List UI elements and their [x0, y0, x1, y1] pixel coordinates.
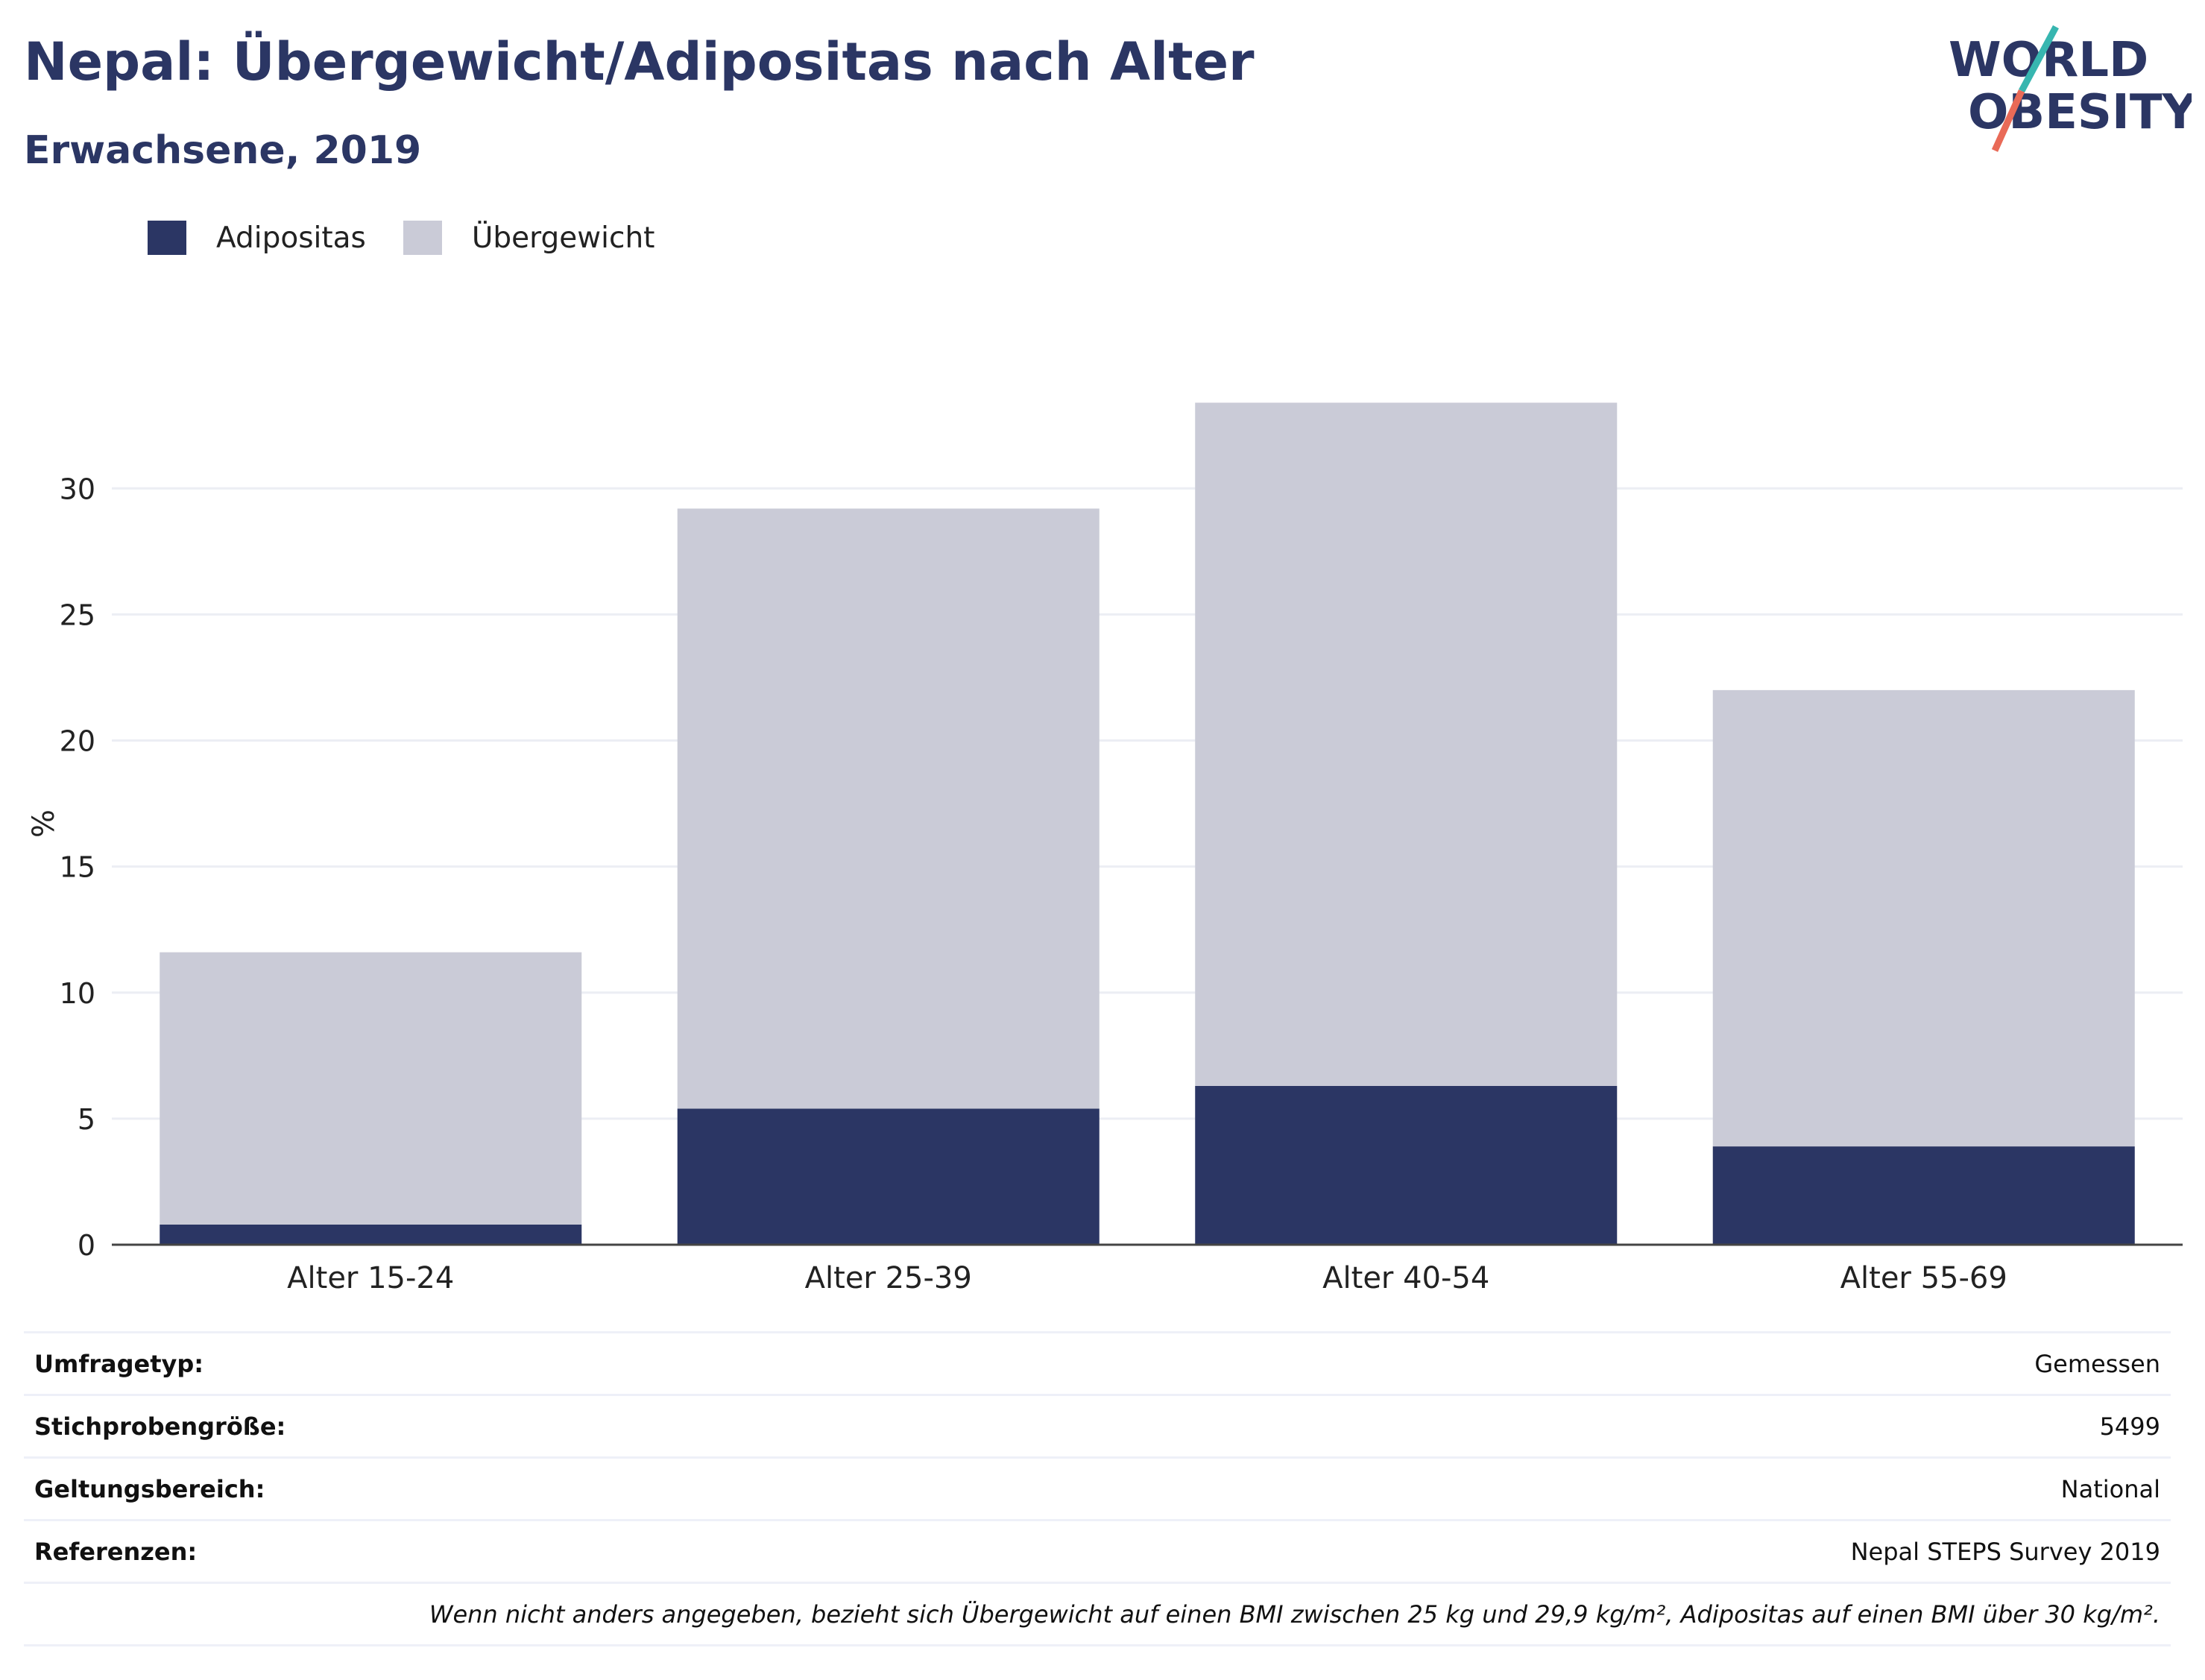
info-key: Umfragetyp:: [24, 1331, 994, 1395]
info-row: Geltungsbereich: National: [24, 1456, 2171, 1520]
info-value: 5499: [993, 1394, 2171, 1458]
y-tick-label: 10: [60, 977, 95, 1010]
x-tick-label: Alter 40-54: [1322, 1261, 1489, 1295]
info-key: Geltungsbereich:: [24, 1456, 994, 1520]
x-tick-label: Alter 25-39: [805, 1261, 972, 1295]
bar-adipositas: [1712, 1146, 2135, 1245]
legend-label-uebergewicht: Übergewicht: [471, 221, 655, 255]
legend-swatch-adipositas: [148, 221, 186, 255]
footnote: Wenn nicht anders angegeben, bezieht sic…: [24, 1582, 2171, 1646]
y-tick-label: 30: [60, 473, 95, 505]
y-tick-label: 15: [60, 851, 95, 884]
info-row: Stichprobengröße: 5499: [24, 1394, 2171, 1458]
info-value: Nepal STEPS Survey 2019: [993, 1519, 2171, 1583]
x-tick-label: Alter 55-69: [1840, 1261, 2007, 1295]
info-key: Stichprobengröße:: [24, 1394, 994, 1458]
legend-swatch-uebergewicht: [403, 221, 442, 255]
info-value: Gemessen: [993, 1331, 2171, 1395]
footnote-row: Wenn nicht anders angegeben, bezieht sic…: [24, 1582, 2171, 1646]
info-value: National: [993, 1456, 2171, 1520]
logo-slash-red: [1991, 89, 2025, 152]
bar-uebergewicht: [1195, 402, 1618, 1086]
y-tick-label: 25: [60, 599, 95, 631]
x-tick-label: Alter 15-24: [287, 1261, 454, 1295]
info-row: Referenzen: Nepal STEPS Survey 2019: [24, 1519, 2171, 1583]
legend-item-adipositas[interactable]: Adipositas: [148, 221, 366, 255]
y-tick-label: 20: [60, 725, 95, 758]
legend-label-adipositas: Adipositas: [216, 221, 366, 255]
y-tick-label: 5: [78, 1103, 95, 1136]
y-tick-label: 0: [78, 1229, 95, 1262]
bar-adipositas: [160, 1224, 582, 1245]
y-axis-label: %: [27, 809, 61, 838]
chart-legend: Adipositas Übergewicht: [148, 221, 692, 255]
legend-item-uebergewicht[interactable]: Übergewicht: [403, 221, 655, 255]
info-row: Umfragetyp: Gemessen: [24, 1331, 2171, 1395]
bar-uebergewicht: [1712, 689, 2135, 1147]
bar-uebergewicht: [160, 952, 582, 1225]
chart-title: Nepal: Übergewicht/Adipositas nach Alter: [24, 31, 1255, 92]
chart-subtitle: Erwachsene, 2019: [24, 128, 422, 173]
info-key: Referenzen:: [24, 1519, 994, 1583]
world-obesity-logo: WORLD OBESITY: [1949, 25, 2192, 152]
bar-uebergewicht: [677, 508, 1100, 1109]
survey-info-table: Umfragetyp: Gemessen Stichprobengröße: 5…: [24, 1331, 2171, 1646]
bar-adipositas: [677, 1108, 1100, 1245]
bar-chart: 0 5 10 15 20 25 30% Alter 15-24 Alter 25-39 Alter…: [27, 402, 2183, 1295]
logo-slash-teal: [2019, 25, 2059, 93]
bar-adipositas: [1195, 1085, 1618, 1245]
